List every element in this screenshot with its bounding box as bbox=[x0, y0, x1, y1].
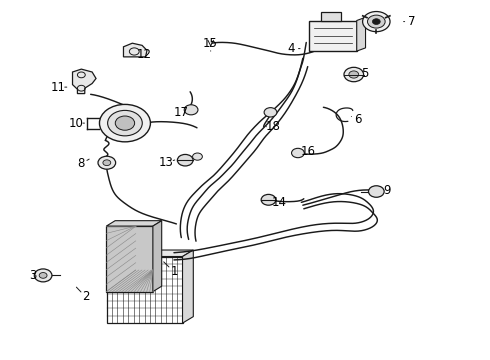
Text: 12: 12 bbox=[137, 48, 152, 61]
Text: 10: 10 bbox=[69, 117, 83, 130]
Polygon shape bbox=[73, 69, 96, 94]
Text: 2: 2 bbox=[82, 291, 90, 303]
Text: 5: 5 bbox=[361, 67, 369, 80]
Circle shape bbox=[368, 186, 384, 197]
Circle shape bbox=[39, 273, 47, 278]
Circle shape bbox=[103, 160, 111, 166]
Circle shape bbox=[368, 15, 385, 28]
Text: 9: 9 bbox=[383, 184, 391, 197]
Text: 14: 14 bbox=[272, 196, 287, 209]
Circle shape bbox=[184, 105, 198, 115]
Circle shape bbox=[177, 154, 193, 166]
Circle shape bbox=[108, 111, 142, 136]
Text: 1: 1 bbox=[170, 265, 178, 278]
Text: 16: 16 bbox=[300, 145, 315, 158]
Polygon shape bbox=[153, 221, 162, 292]
Circle shape bbox=[261, 194, 276, 205]
Circle shape bbox=[349, 71, 359, 78]
Text: 18: 18 bbox=[266, 120, 281, 133]
Text: 13: 13 bbox=[159, 156, 174, 169]
Circle shape bbox=[193, 153, 202, 160]
Text: 7: 7 bbox=[408, 15, 416, 28]
Circle shape bbox=[99, 104, 150, 142]
Circle shape bbox=[292, 148, 304, 158]
Text: 8: 8 bbox=[77, 157, 85, 170]
Text: 6: 6 bbox=[354, 113, 362, 126]
Circle shape bbox=[372, 19, 380, 24]
Polygon shape bbox=[123, 43, 147, 57]
Text: 17: 17 bbox=[174, 106, 189, 119]
Polygon shape bbox=[321, 12, 341, 21]
Circle shape bbox=[98, 156, 116, 169]
Polygon shape bbox=[106, 221, 162, 226]
Polygon shape bbox=[309, 21, 357, 51]
Circle shape bbox=[363, 12, 390, 32]
Circle shape bbox=[344, 67, 364, 82]
Circle shape bbox=[115, 116, 135, 130]
Polygon shape bbox=[182, 250, 193, 323]
Polygon shape bbox=[357, 17, 366, 51]
Text: 3: 3 bbox=[29, 269, 37, 282]
Text: 15: 15 bbox=[202, 37, 217, 50]
Polygon shape bbox=[106, 226, 153, 292]
Text: 11: 11 bbox=[50, 81, 65, 94]
Circle shape bbox=[264, 108, 277, 117]
Polygon shape bbox=[106, 250, 193, 257]
Circle shape bbox=[34, 269, 52, 282]
Text: 4: 4 bbox=[288, 42, 295, 55]
